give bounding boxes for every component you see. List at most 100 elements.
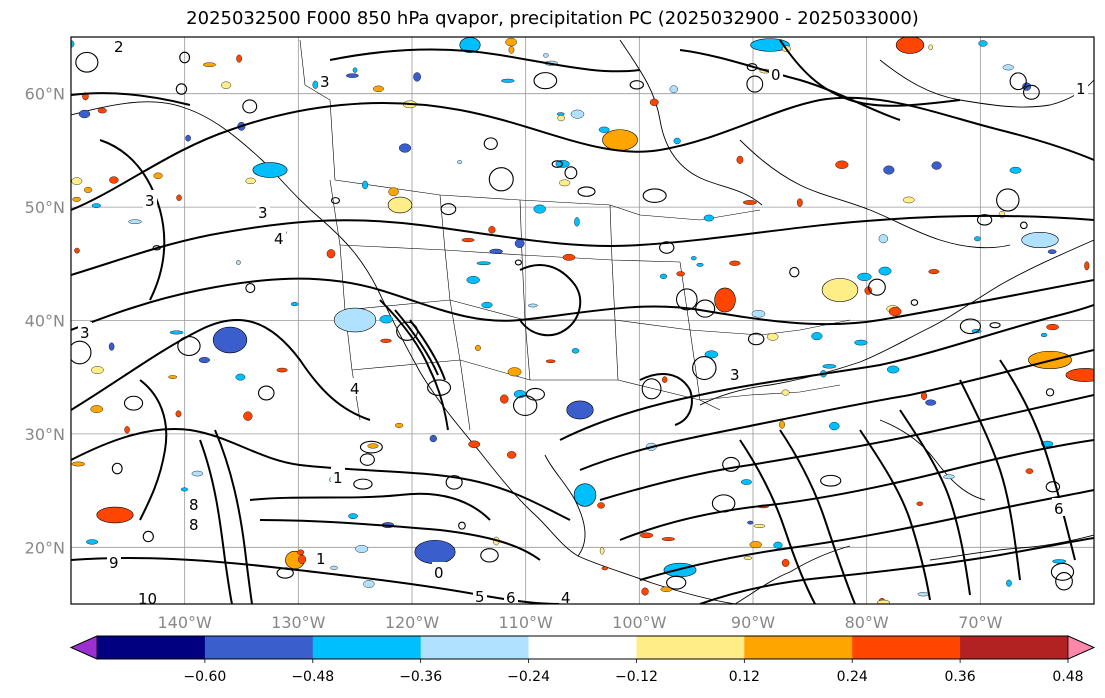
precip-cell xyxy=(252,162,288,178)
precip-cell xyxy=(740,479,752,485)
precip-cell xyxy=(501,78,515,83)
precip-cell xyxy=(751,310,766,318)
qvapor-contour-line xyxy=(379,299,449,431)
qvapor-contour-line xyxy=(868,278,886,296)
precip-cell xyxy=(773,541,783,549)
colorbar-segment xyxy=(204,636,314,659)
precip-cell xyxy=(506,451,517,459)
contour-label: 6 xyxy=(506,589,516,607)
qvapor-contour-line xyxy=(746,63,758,72)
precip-cell xyxy=(533,204,546,214)
lat-tick-label: 30°N xyxy=(25,425,65,444)
qvapor-contour-line xyxy=(396,321,419,341)
lon-tick-label: 120°W xyxy=(385,613,440,632)
qvapor-contour-line xyxy=(639,489,1094,581)
qvapor-contour-line xyxy=(989,322,1001,329)
qvapor-contour-line xyxy=(245,282,256,294)
colorbar-tick-label: 0.36 xyxy=(945,669,976,685)
qvapor-contour-line xyxy=(512,395,538,416)
colorbar-segment xyxy=(960,636,1069,659)
precip-cell xyxy=(928,269,940,275)
qvapor-contour-line xyxy=(619,439,1094,541)
precip-cell xyxy=(185,134,191,142)
precip-cell xyxy=(466,276,480,284)
colorbar-tick-label: 0.12 xyxy=(729,669,760,685)
qvapor-contour-line xyxy=(1020,221,1028,230)
qvapor-contour-line xyxy=(820,474,842,487)
contour-label: 4 xyxy=(274,230,284,248)
qvapor-contour-line xyxy=(111,462,123,475)
colorbar-segment xyxy=(528,636,637,659)
qvapor-contour-line xyxy=(142,530,154,543)
precip-cell xyxy=(212,326,248,354)
precip-cell xyxy=(245,177,256,185)
qvapor-contour-line xyxy=(71,319,371,421)
precip-cell xyxy=(781,559,790,567)
precip-cell xyxy=(821,278,859,302)
latitude-labels: 20°N 30°N 40°N 50°N 60°N xyxy=(25,85,65,558)
precip-cell xyxy=(1052,559,1067,564)
precip-cell xyxy=(175,410,182,418)
contour-label: 1 xyxy=(1076,80,1086,98)
coastlines xyxy=(71,39,1094,604)
lon-tick-label: 110°W xyxy=(498,613,553,632)
precip-cell xyxy=(729,260,741,266)
precip-cell xyxy=(917,592,929,597)
qvapor-contour-line xyxy=(577,186,596,197)
precip-cell xyxy=(312,80,319,89)
colorbar-tick-label: −0.12 xyxy=(615,669,658,685)
qvapor-contour-line xyxy=(642,188,667,203)
precip-cell xyxy=(767,332,779,341)
qvapor-contour-line xyxy=(699,537,1094,604)
precip-cell xyxy=(476,261,491,266)
contour-label: 5 xyxy=(475,588,485,606)
colorbar-tick-label: 0.48 xyxy=(1052,669,1083,685)
precip-cell xyxy=(379,315,393,324)
map-title: 2025032500 F000 850 hPa qvapor, precipit… xyxy=(186,8,919,29)
precip-cell xyxy=(468,440,481,448)
colorbar: −0.60 −0.48 −0.36 −0.24 −0.12 0.12 0.24 0.36 0.4… xyxy=(69,635,1096,685)
colorbar-segment xyxy=(852,636,961,659)
colorbar-segment xyxy=(312,636,422,659)
longitude-labels: 140°W 130°W 120°W 110°W 100°W 90°W 80°W 70°W xyxy=(157,613,1002,632)
precip-cell xyxy=(395,422,404,428)
qvapor-contour-line xyxy=(329,48,641,73)
colorbar-tick-label: −0.24 xyxy=(507,669,550,685)
precip-cell xyxy=(598,126,610,133)
contour-label: 9 xyxy=(109,554,119,572)
precip-cell xyxy=(570,109,585,119)
contour-label: 3 xyxy=(320,73,330,91)
precip-cell xyxy=(599,547,605,555)
qvapor-contour-line xyxy=(276,567,294,579)
precip-cell xyxy=(742,200,757,205)
colorbar-segment xyxy=(420,636,530,659)
precip-cell xyxy=(1002,64,1014,71)
qvapor-contour-line xyxy=(258,385,275,401)
precip-cell xyxy=(1047,249,1057,255)
precip-cell xyxy=(169,330,184,335)
qvapor-contour-line xyxy=(739,439,816,604)
qvapor-contour-line xyxy=(440,203,457,216)
precip-cell xyxy=(669,85,678,94)
lat-tick-label: 50°N xyxy=(25,198,65,217)
qvapor-contour-line xyxy=(746,75,764,93)
qvapor-contour-line xyxy=(259,519,541,561)
qvapor-contour-line xyxy=(139,379,168,521)
qvapor-contour-line xyxy=(859,429,931,601)
precip-cell xyxy=(72,196,81,202)
precip-cell xyxy=(429,434,437,443)
precip-cell xyxy=(380,338,392,343)
qvapor-contour-line xyxy=(514,259,522,266)
contour-label: 3 xyxy=(80,324,90,342)
precip-cell xyxy=(348,513,358,520)
precip-cell xyxy=(673,137,681,145)
qvapor-contour-line xyxy=(899,409,971,596)
precip-cell xyxy=(243,411,253,421)
qvapor-contour-line xyxy=(480,548,499,563)
precip-cell xyxy=(367,443,379,449)
precip-cell xyxy=(1009,166,1022,174)
precip-cell xyxy=(704,350,719,359)
qvapor-contour-line xyxy=(996,188,1020,212)
precip-cell xyxy=(822,364,837,369)
precip-cell xyxy=(109,176,119,184)
